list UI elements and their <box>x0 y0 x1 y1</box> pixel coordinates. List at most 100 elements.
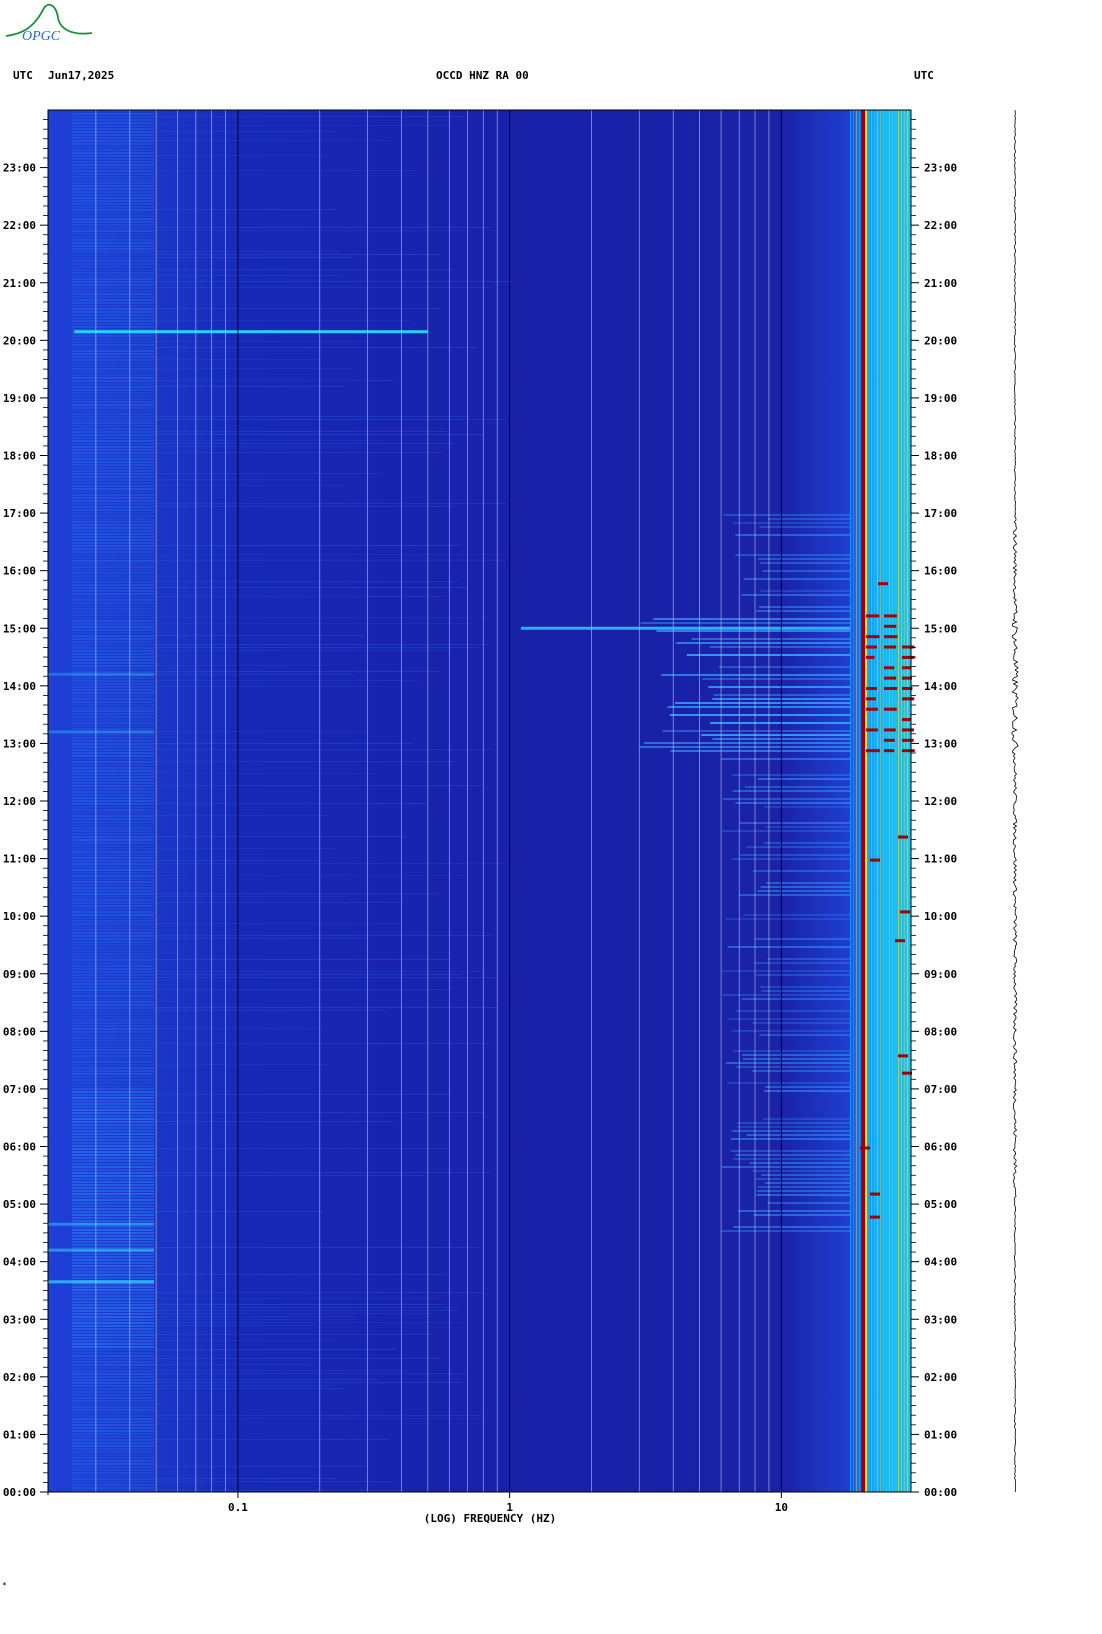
lf-band <box>72 347 154 349</box>
lf-band <box>72 434 154 436</box>
y-tick-label: 14:00 <box>3 680 36 693</box>
lf-band <box>154 1010 387 1011</box>
lf-band <box>72 422 154 424</box>
lf-band <box>72 452 154 454</box>
hf-streak <box>732 858 850 860</box>
lf-band <box>72 1331 154 1333</box>
lf-band <box>154 875 473 876</box>
lf-band <box>154 680 418 681</box>
lf-band <box>72 491 154 493</box>
hf-streak <box>731 1030 850 1032</box>
lf-band <box>154 308 441 309</box>
hf-streak <box>735 802 850 804</box>
lf-band <box>72 1361 154 1363</box>
lf-band <box>72 290 154 292</box>
hotspot <box>898 835 908 839</box>
lf-band <box>72 1145 154 1147</box>
lf-band <box>72 389 154 391</box>
lf-band <box>72 443 154 445</box>
lf-band <box>72 455 154 457</box>
lf-band <box>154 959 451 960</box>
lf-band <box>154 1358 440 1359</box>
y-tick-label: 11:00 <box>924 853 957 866</box>
lf-band <box>154 815 332 816</box>
lf-band <box>72 404 154 406</box>
lf-band <box>72 944 154 946</box>
lf-band <box>72 1310 154 1312</box>
lf-band <box>72 248 154 250</box>
lf-band <box>72 860 154 862</box>
hf-stripe <box>874 110 875 1492</box>
lf-band <box>72 617 154 619</box>
hf-region <box>850 110 911 1492</box>
lf-band <box>72 743 154 745</box>
long-period-bands <box>48 110 513 1492</box>
lf-band <box>72 701 154 703</box>
lf-band <box>72 605 154 607</box>
hotspot <box>870 858 880 862</box>
y-tick-label: 07:00 <box>3 1083 36 1096</box>
lf-band <box>72 995 154 997</box>
lf-band <box>72 875 154 877</box>
lf-band <box>72 662 154 664</box>
lf-band <box>154 893 438 894</box>
lf-band <box>154 446 356 447</box>
lf-band <box>72 272 154 274</box>
hf-streak <box>725 1062 850 1064</box>
lf-band <box>72 1427 154 1429</box>
lf-band <box>72 584 154 586</box>
hotspot <box>878 582 888 586</box>
lf-band <box>72 1115 154 1117</box>
hf-streak <box>737 1122 850 1124</box>
lf-band <box>72 1472 154 1474</box>
lf-band <box>72 722 154 724</box>
hf-streak <box>760 590 850 592</box>
lf-band <box>72 485 154 487</box>
lf-band <box>72 1340 154 1342</box>
lf-band <box>154 257 352 258</box>
lf-band <box>154 434 484 435</box>
lf-band <box>72 149 154 151</box>
lf-band <box>72 557 154 559</box>
lf-band <box>72 884 154 886</box>
y-tick-label: 06:00 <box>924 1141 957 1154</box>
lf-band <box>72 890 154 892</box>
hf-streak <box>723 514 850 516</box>
y-tick-label: 07:00 <box>924 1083 957 1096</box>
lf-band <box>72 1247 154 1249</box>
lf-band <box>72 1271 154 1273</box>
hf-streak <box>727 1018 850 1020</box>
lf-band <box>72 212 154 214</box>
lf-band <box>72 164 154 166</box>
lf-band <box>154 506 455 507</box>
lf-band <box>72 140 154 142</box>
lf-band <box>72 1415 154 1417</box>
lf-band <box>72 848 154 850</box>
hf-streak <box>735 534 850 536</box>
hf-streak <box>730 1150 850 1152</box>
lf-band <box>72 1346 154 1348</box>
hf-streak <box>767 958 850 960</box>
lf-band <box>72 680 154 682</box>
hotspot <box>866 635 880 639</box>
lf-band <box>154 1175 425 1176</box>
hotspot <box>902 1071 912 1075</box>
lf-band <box>154 743 413 744</box>
lf-band <box>154 581 460 582</box>
hotspot <box>902 718 911 722</box>
lf-band <box>72 1259 154 1261</box>
lf-band <box>72 497 154 499</box>
lf-band <box>72 380 154 382</box>
lf-band <box>154 1274 446 1275</box>
y-tick-label: 12:00 <box>3 795 36 808</box>
lf-band <box>72 821 154 823</box>
lf-band <box>72 536 154 538</box>
lf-band <box>72 260 154 262</box>
y-tick-label: 11:00 <box>3 853 36 866</box>
lf-band <box>72 359 154 361</box>
lf-band <box>72 1235 154 1237</box>
hf-streak <box>756 1194 850 1196</box>
lf-band <box>72 596 154 598</box>
lf-band <box>72 1076 154 1078</box>
